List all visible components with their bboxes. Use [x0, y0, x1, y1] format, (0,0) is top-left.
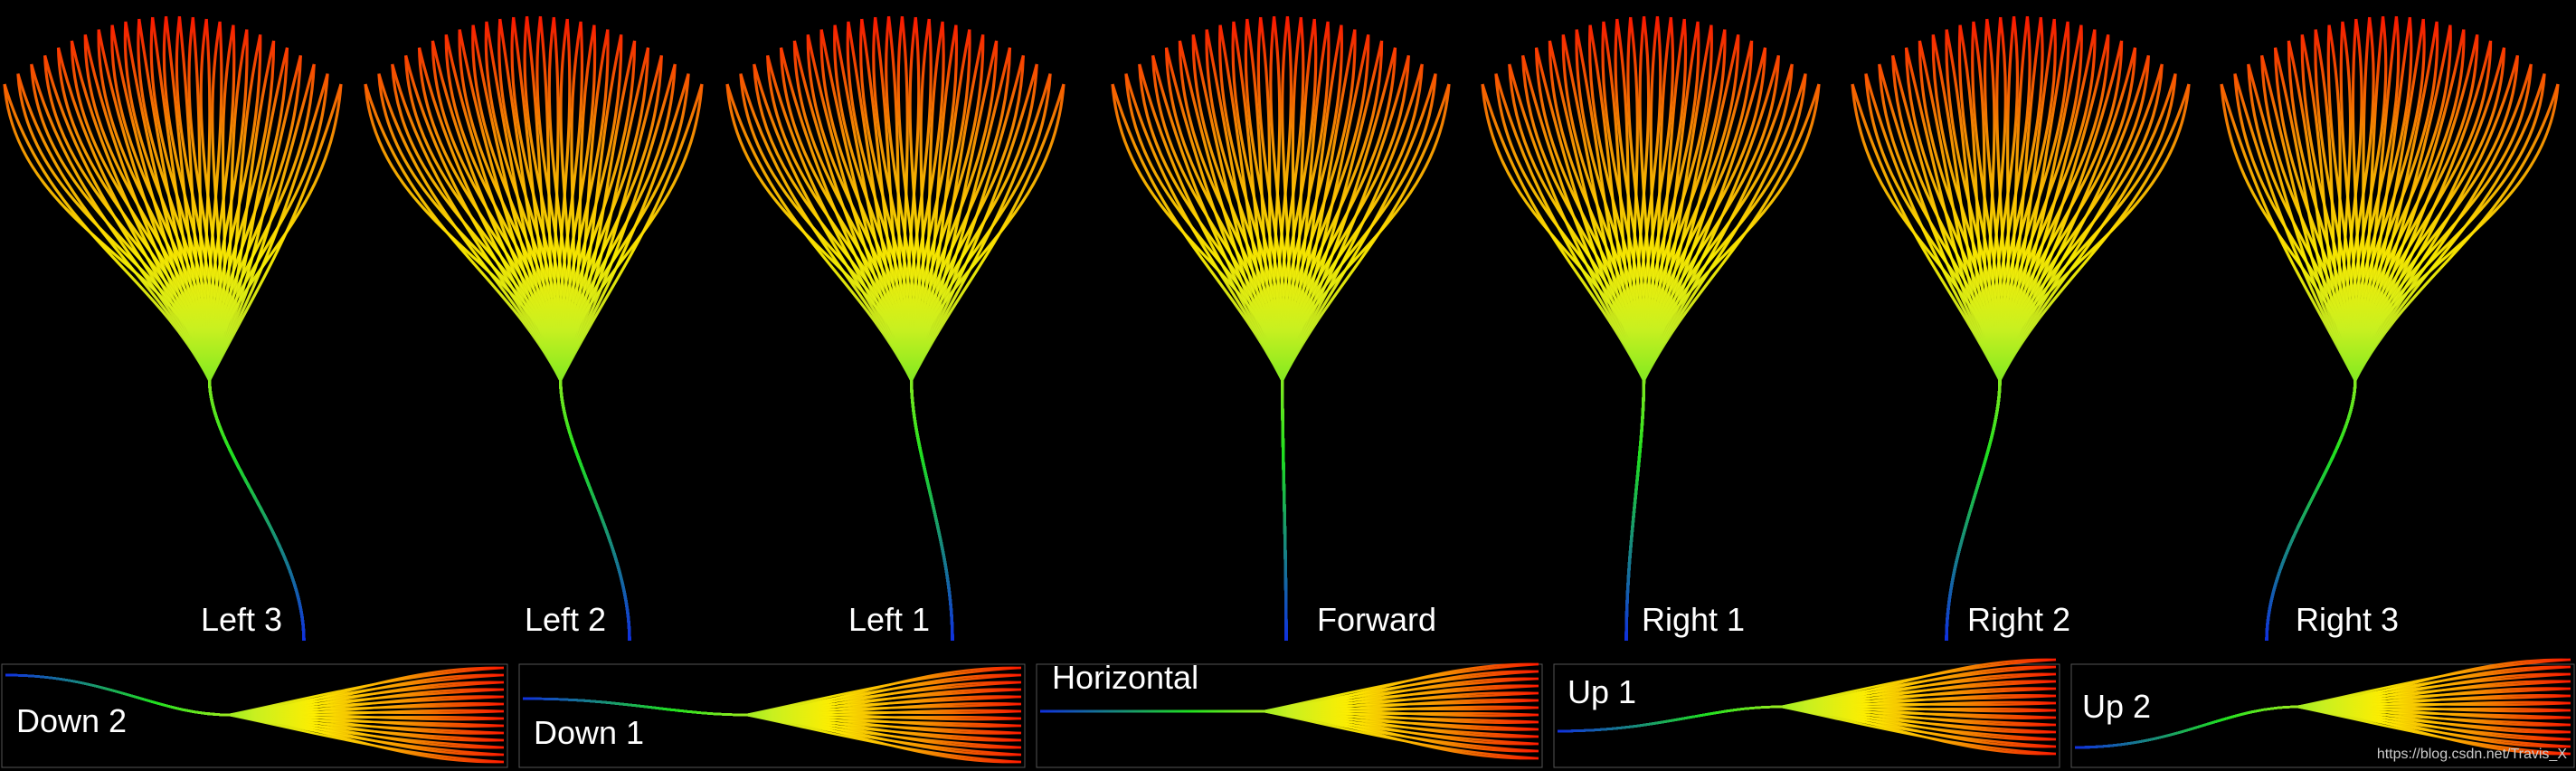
panel-border — [1553, 663, 2060, 768]
trajectory-tree — [522, 666, 1022, 764]
panel-label: Right 1 — [1642, 601, 1745, 638]
trajectory — [522, 697, 1022, 764]
panel-border — [1, 663, 508, 768]
panel-label: Forward — [1317, 601, 1436, 638]
trajectory-tree — [2074, 658, 2571, 756]
trajectory-tree — [364, 15, 704, 642]
trajectory-tree — [1557, 658, 2057, 756]
panel-label: Left 1 — [848, 601, 930, 638]
trajectory — [1281, 83, 1451, 642]
trajectory-tree — [5, 666, 505, 764]
trajectory — [1040, 709, 1539, 760]
trajectory-tree — [1111, 15, 1451, 642]
trajectory-tree — [2220, 15, 2560, 642]
trajectory — [1624, 83, 1821, 642]
panel-label: Left 3 — [201, 601, 282, 638]
trajectory — [207, 83, 343, 642]
panel-border — [2070, 663, 2575, 768]
trajectory — [2074, 705, 2571, 756]
trajectory — [1557, 705, 2057, 756]
trajectory-tree — [1481, 15, 1821, 642]
panel-border — [518, 663, 1026, 768]
watermark: https://blog.csdn.net/Travis_X — [2377, 747, 2568, 762]
panel-label: Right 2 — [1967, 601, 2070, 638]
trajectory-tree — [3, 15, 343, 642]
panel-label: Up 1 — [1567, 673, 1636, 710]
panel-label: Right 3 — [2296, 601, 2399, 638]
trajectory — [5, 673, 505, 764]
trajectory — [559, 83, 704, 642]
trajectory-tree — [1040, 662, 1539, 760]
panel-label: Up 2 — [2082, 688, 2151, 725]
trajectory-tree — [1851, 15, 2191, 642]
trajectory — [1945, 83, 2191, 642]
panel-label: Down 2 — [16, 702, 127, 739]
trajectory — [910, 83, 1065, 642]
trajectory-tree — [725, 15, 1065, 642]
panel-label: Left 2 — [525, 601, 606, 638]
panel-label: Down 1 — [534, 714, 644, 751]
panel-border — [1036, 663, 1543, 768]
panel-label: Horizontal — [1052, 659, 1198, 696]
trajectory — [2265, 83, 2560, 642]
